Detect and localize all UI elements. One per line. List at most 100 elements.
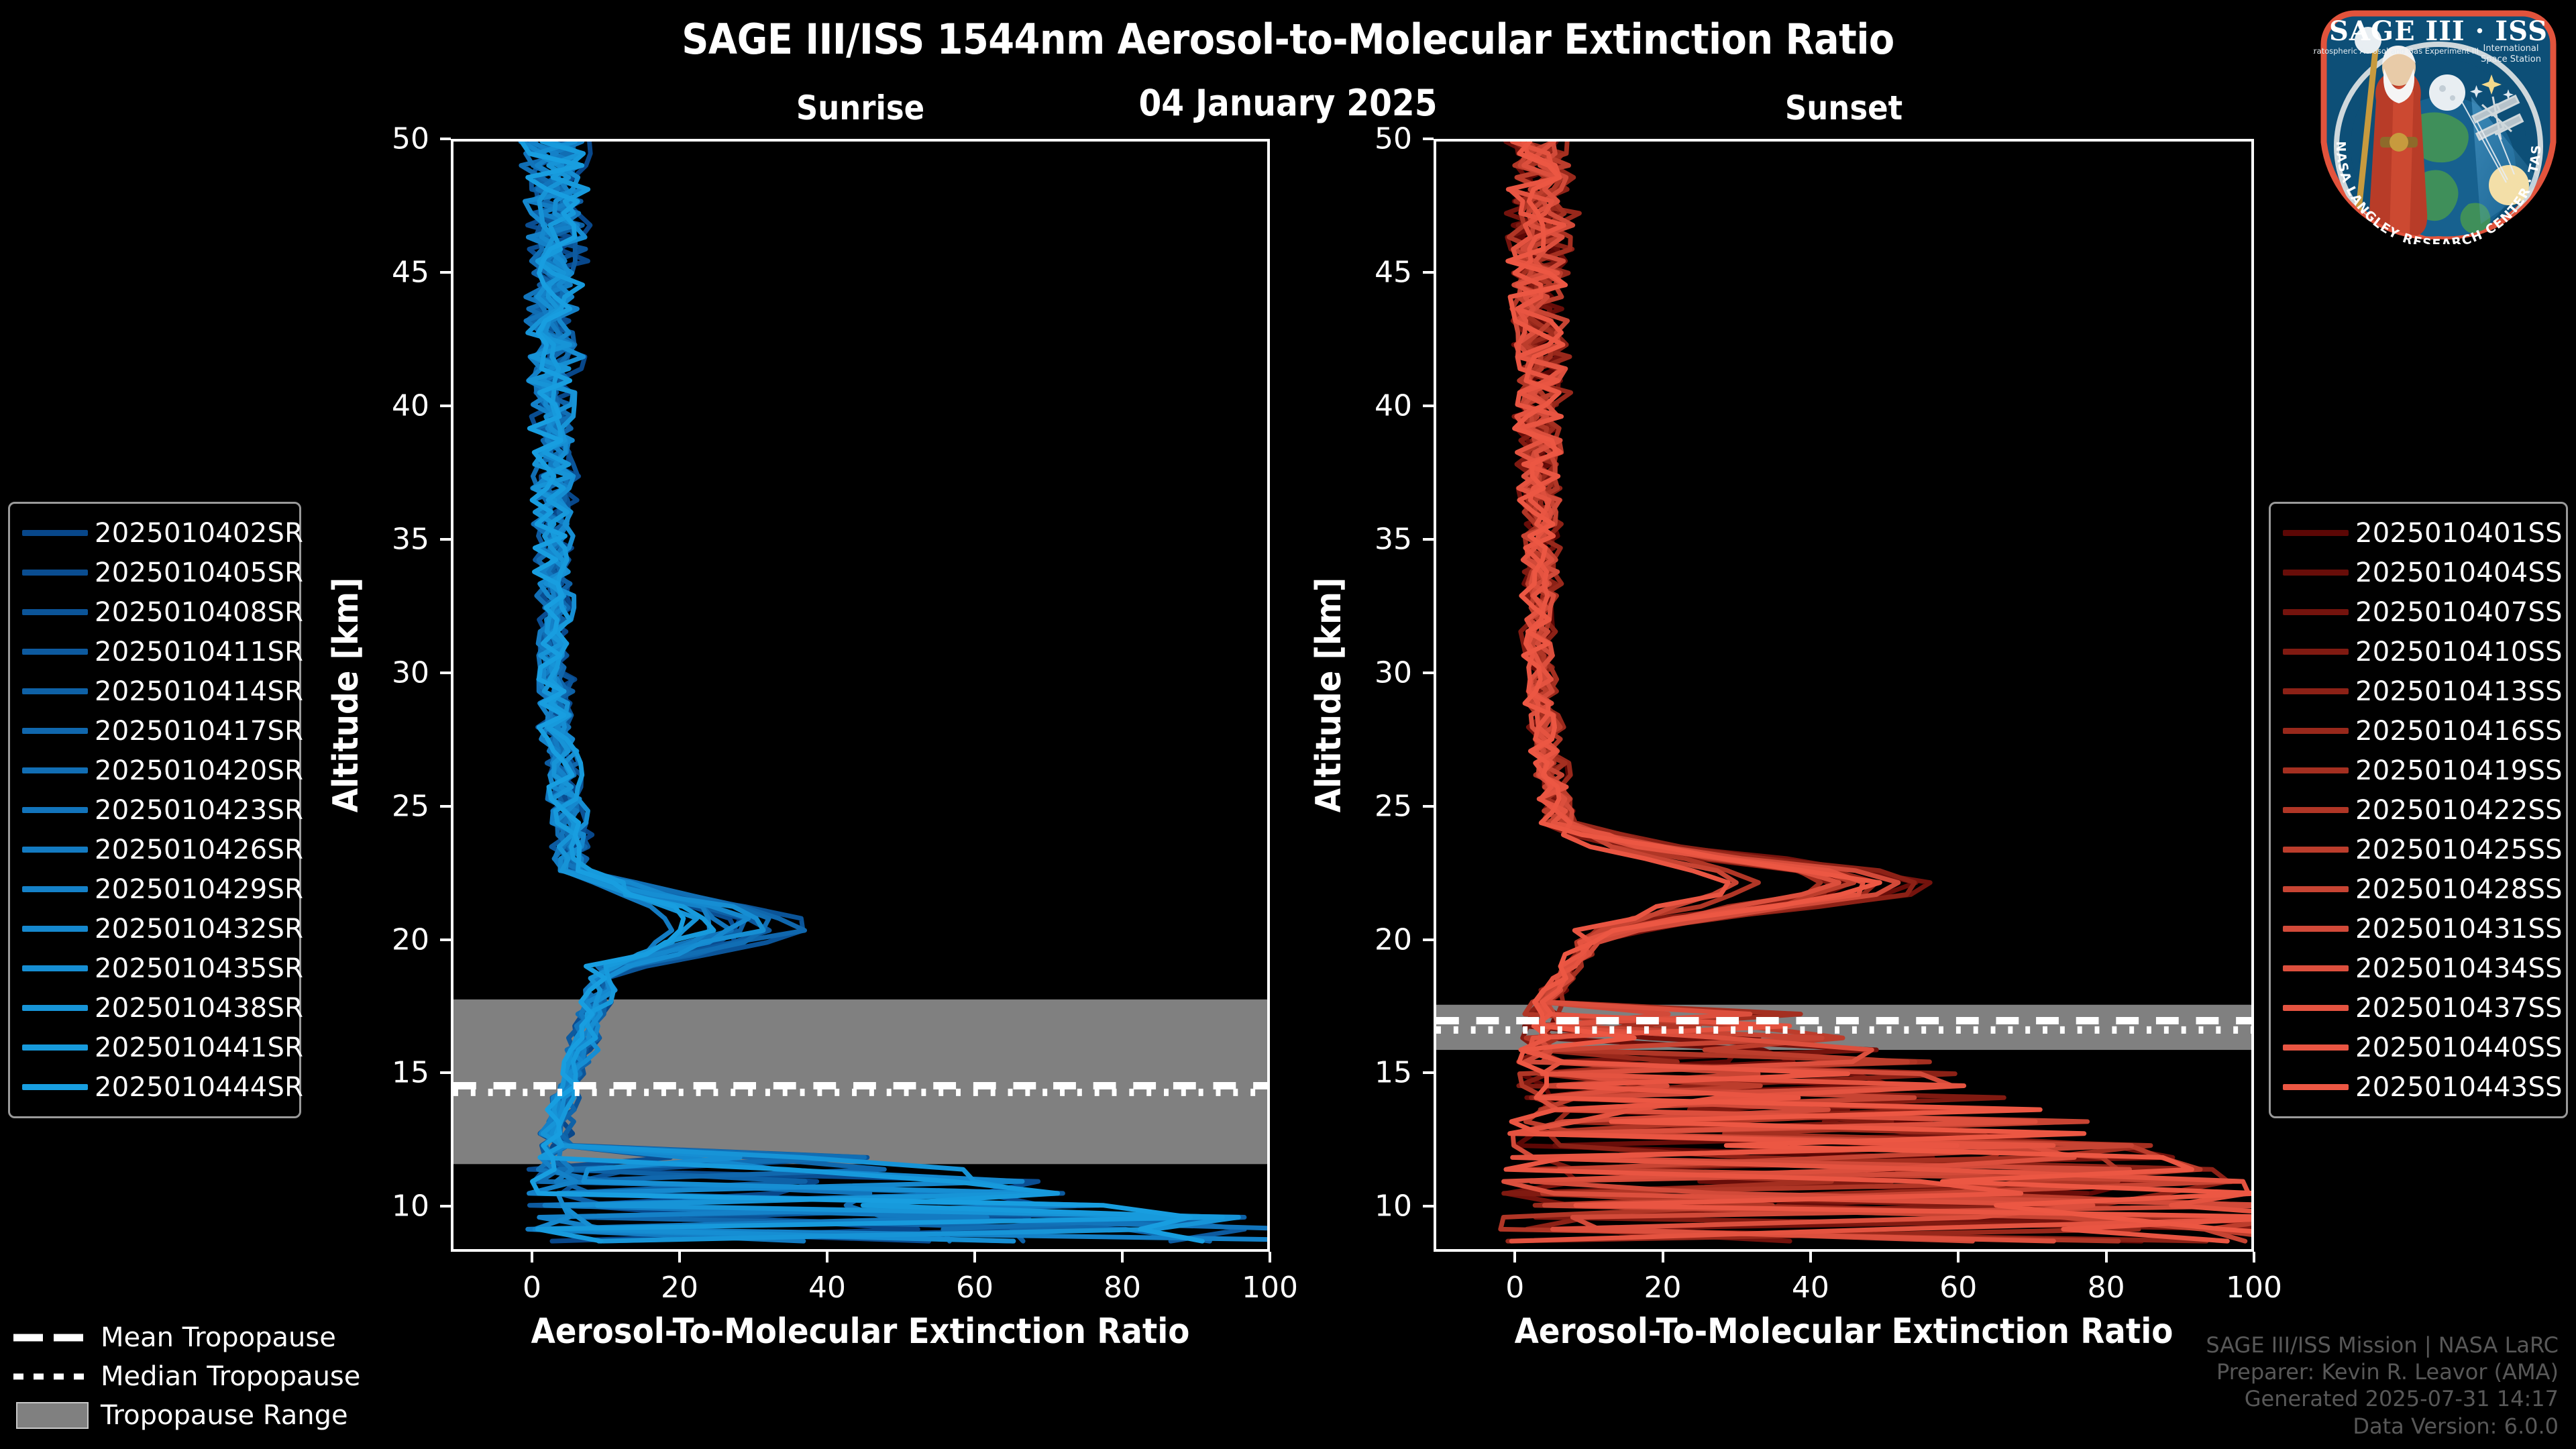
legend-item-sunset[interactable]: 2025010422SS xyxy=(2283,790,2563,830)
legend-item-sunset[interactable]: 2025010434SS xyxy=(2283,949,2563,988)
legend-item-sunrise[interactable]: 2025010444SR xyxy=(22,1067,303,1107)
legend-color-swatch xyxy=(22,728,88,734)
legend-item-sunrise[interactable]: 2025010426SR xyxy=(22,830,303,869)
legend-label-mean-tropopause: Mean Tropopause xyxy=(101,1322,336,1353)
legend-item-sunset[interactable]: 2025010413SS xyxy=(2283,672,2563,711)
x-axis-label-sunrise: Aerosol-To-Molecular Extinction Ratio xyxy=(531,1311,1190,1352)
legend-label: 2025010417SR xyxy=(95,715,304,747)
legend-label: 2025010410SS xyxy=(2355,636,2563,667)
credits-line-generated: Generated 2025-07-31 14:17 xyxy=(2244,1386,2559,1412)
y-axis-tick-label: 10 xyxy=(392,1189,429,1224)
profile-line xyxy=(1510,142,2251,1244)
legend-item-sunrise[interactable]: 2025010408SR xyxy=(22,592,303,632)
legend-label: 2025010432SR xyxy=(95,913,304,945)
plot-area-sunset xyxy=(1434,139,2254,1252)
legend-item-sunset[interactable]: 2025010419SS xyxy=(2283,751,2563,790)
legend-label: 2025010438SR xyxy=(95,992,304,1024)
y-axis-tick-label: 25 xyxy=(1375,789,1412,824)
y-axis-tick-label: 45 xyxy=(392,255,429,290)
y-axis-tick-label: 25 xyxy=(392,789,429,824)
profile-line xyxy=(1514,142,2251,1237)
legend-color-swatch xyxy=(2283,965,2349,971)
x-axis-tick-label: 40 xyxy=(808,1271,846,1305)
legend-label: 2025010434SS xyxy=(2355,953,2563,984)
legend-label: 2025010414SR xyxy=(95,676,304,707)
legend-item-sunset[interactable]: 2025010407SS xyxy=(2283,592,2563,632)
y-axis-tick xyxy=(440,671,451,674)
legend-item-sunrise[interactable]: 2025010411SR xyxy=(22,632,303,672)
legend-label: 2025010401SS xyxy=(2355,517,2563,549)
panel-title-sunrise: Sunrise xyxy=(796,89,925,127)
legend-item-sunset[interactable]: 2025010440SS xyxy=(2283,1028,2563,1067)
y-axis-tick-label: 15 xyxy=(392,1055,429,1090)
legend-item-sunrise[interactable]: 2025010435SR xyxy=(22,949,303,988)
legend-color-swatch xyxy=(22,847,88,853)
sage-iii-iss-mission-patch-logo: SAGE III · ISS Stratospheric Aerosol and… xyxy=(2306,0,2564,252)
legend-item-sunrise[interactable]: 2025010432SR xyxy=(22,909,303,949)
legend-item-sunset[interactable]: 2025010425SS xyxy=(2283,830,2563,869)
x-axis-tick xyxy=(826,1252,828,1263)
x-axis-tick-label: 80 xyxy=(2087,1271,2125,1305)
legend-color-swatch xyxy=(22,609,88,615)
y-axis-tick-label: 35 xyxy=(1375,522,1412,557)
legend-sunrise[interactable]: 2025010402SR 2025010405SR 2025010408SR 2025… xyxy=(8,502,303,1118)
x-axis-tick xyxy=(1957,1252,1960,1263)
profile-line xyxy=(525,142,1241,1244)
credits-block: SAGE III/ISS Mission | NASA LaRC Prepare… xyxy=(2206,1332,2559,1440)
legend-item-sunrise[interactable]: 2025010441SR xyxy=(22,1028,303,1067)
legend-item-sunrise[interactable]: 2025010423SR xyxy=(22,790,303,830)
legend-color-swatch xyxy=(2283,609,2349,615)
y-axis-label-sunset: Altitude [km] xyxy=(1309,577,1349,813)
legend-color-swatch xyxy=(2283,649,2349,655)
legend-item-sunset[interactable]: 2025010431SS xyxy=(2283,909,2563,949)
legend-color-swatch xyxy=(22,767,88,773)
legend-tropopause: Mean Tropopause Median Tropopause Tropop… xyxy=(13,1318,389,1435)
y-axis-tick xyxy=(1423,270,1434,274)
legend-item-median-tropopause: Median Tropopause xyxy=(13,1357,389,1396)
legend-item-sunrise[interactable]: 2025010405SR xyxy=(22,553,303,592)
legend-color-swatch xyxy=(2283,926,2349,932)
y-axis-tick xyxy=(440,404,451,407)
x-axis-tick-label: 0 xyxy=(1505,1271,1525,1305)
legend-label: 2025010440SS xyxy=(2355,1032,2563,1063)
legend-item-sunrise[interactable]: 2025010417SR xyxy=(22,711,303,751)
legend-item-sunset[interactable]: 2025010443SS xyxy=(2283,1067,2563,1107)
legend-label: 2025010420SR xyxy=(95,755,304,786)
legend-label-tropopause-range: Tropopause Range xyxy=(101,1400,348,1431)
legend-item-sunrise[interactable]: 2025010429SR xyxy=(22,869,303,909)
legend-label: 2025010441SR xyxy=(95,1032,304,1063)
legend-item-sunset[interactable]: 2025010437SS xyxy=(2283,988,2563,1028)
legend-sunset[interactable]: 2025010401SS 2025010404SS 2025010407SS 2025… xyxy=(2269,502,2568,1118)
legend-item-sunset[interactable]: 2025010416SS xyxy=(2283,711,2563,751)
legend-item-sunrise[interactable]: 2025010420SR xyxy=(22,751,303,790)
legend-label: 2025010444SR xyxy=(95,1071,304,1103)
legend-item-sunrise[interactable]: 2025010414SR xyxy=(22,672,303,711)
profile-line xyxy=(533,142,1051,1244)
y-axis-tick xyxy=(1423,1205,1434,1208)
legend-label: 2025010405SR xyxy=(95,557,304,588)
legend-color-swatch xyxy=(2283,1005,2349,1011)
legend-color-swatch xyxy=(2283,728,2349,734)
x-axis-tick xyxy=(1661,1252,1664,1263)
legend-item-sunset[interactable]: 2025010410SS xyxy=(2283,632,2563,672)
y-axis-tick xyxy=(1423,671,1434,674)
legend-label: 2025010431SS xyxy=(2355,913,2563,945)
legend-item-sunrise[interactable]: 2025010438SR xyxy=(22,988,303,1028)
legend-color-swatch xyxy=(2283,688,2349,694)
x-axis-tick-label: 0 xyxy=(523,1271,541,1305)
legend-item-sunset[interactable]: 2025010404SS xyxy=(2283,553,2563,592)
profile-line xyxy=(519,142,1205,1244)
x-axis-tick-label: 60 xyxy=(956,1271,994,1305)
legend-label: 2025010407SS xyxy=(2355,596,2563,628)
legend-item-sunrise[interactable]: 2025010402SR xyxy=(22,513,303,553)
legend-color-swatch xyxy=(2283,530,2349,536)
legend-label: 2025010443SS xyxy=(2355,1071,2563,1103)
x-axis-tick-label: 40 xyxy=(1791,1271,1829,1305)
y-axis-tick-label: 40 xyxy=(392,388,429,423)
legend-item-sunset[interactable]: 2025010401SS xyxy=(2283,513,2563,553)
y-axis-tick xyxy=(1423,804,1434,808)
y-axis-tick-label: 15 xyxy=(1375,1055,1412,1090)
legend-item-sunset[interactable]: 2025010428SS xyxy=(2283,869,2563,909)
legend-color-swatch xyxy=(2283,807,2349,813)
